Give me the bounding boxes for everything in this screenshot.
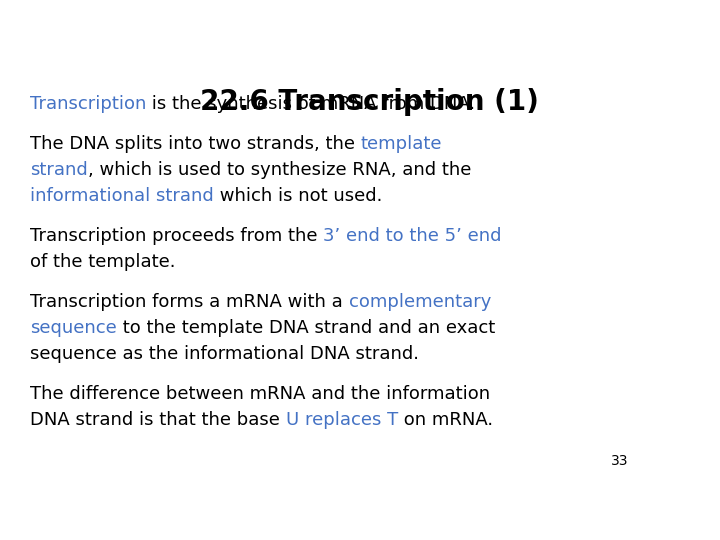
- Text: Transcription forms a mRNA with a: Transcription forms a mRNA with a: [30, 293, 348, 311]
- Text: 3’ end to the 5’ end: 3’ end to the 5’ end: [323, 227, 502, 245]
- Text: The DNA splits into two strands, the: The DNA splits into two strands, the: [30, 135, 361, 153]
- Text: U replaces T: U replaces T: [286, 411, 398, 429]
- Text: The difference between mRNA and the information: The difference between mRNA and the info…: [30, 385, 490, 403]
- Text: strand: strand: [30, 161, 88, 179]
- Text: sequence as the informational DNA strand.: sequence as the informational DNA strand…: [30, 345, 419, 363]
- Text: 22.6 Transcription (1): 22.6 Transcription (1): [199, 88, 539, 116]
- Text: to the template DNA strand and an exact: to the template DNA strand and an exact: [117, 319, 495, 337]
- Text: DNA strand is that the base: DNA strand is that the base: [30, 411, 286, 429]
- Text: Transcription proceeds from the: Transcription proceeds from the: [30, 227, 323, 245]
- Text: , which is used to synthesize RNA, and the: , which is used to synthesize RNA, and t…: [88, 161, 471, 179]
- Text: of the template.: of the template.: [30, 253, 176, 271]
- Text: is the synthesis of mRNA from DNA.: is the synthesis of mRNA from DNA.: [146, 95, 475, 113]
- Text: Transcription: Transcription: [30, 95, 146, 113]
- Text: 33: 33: [611, 454, 629, 468]
- Text: on mRNA.: on mRNA.: [398, 411, 493, 429]
- Text: informational strand: informational strand: [30, 187, 214, 205]
- Text: sequence: sequence: [30, 319, 117, 337]
- Text: complementary: complementary: [348, 293, 491, 311]
- Text: which is not used.: which is not used.: [214, 187, 382, 205]
- Text: template: template: [361, 135, 442, 153]
